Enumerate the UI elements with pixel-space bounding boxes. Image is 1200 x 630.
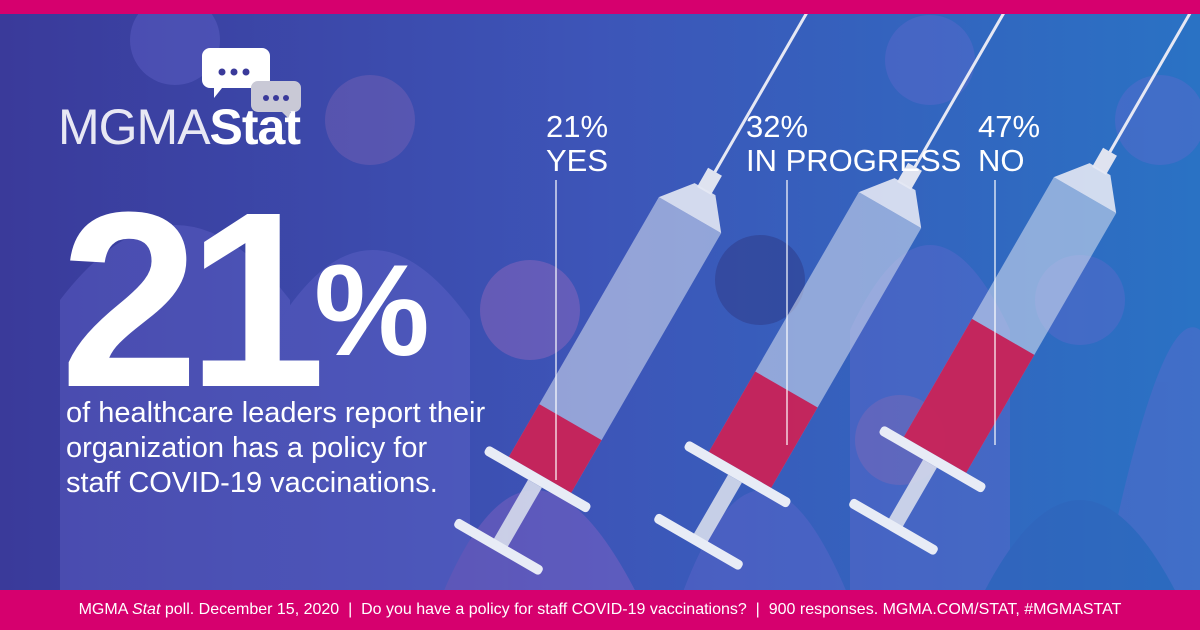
logo-text: MGMA [58, 99, 211, 155]
barrel-flange [879, 426, 986, 493]
category-label: NO [978, 143, 1025, 178]
fill-bar [903, 318, 1035, 473]
plunger-rod [888, 459, 937, 529]
label-yes: 21% YES [546, 110, 608, 178]
footer-source: MGMA Stat poll. December 15, 2020 | Do y… [0, 590, 1200, 630]
plunger-head [654, 513, 743, 570]
plunger-rod [493, 479, 542, 549]
logo-text-stat: Stat [209, 99, 301, 155]
plunger-head [849, 498, 938, 555]
category-label: YES [546, 143, 609, 178]
top-accent-bar [0, 0, 1200, 14]
syringe-yes [454, 0, 832, 575]
headline-value: 21 [60, 160, 326, 439]
barrel-tip [658, 183, 722, 234]
barrel-tip [858, 178, 922, 229]
value-label: 32% [746, 109, 809, 144]
barrel-flange [484, 446, 591, 513]
chat-bubbles-icon [202, 48, 301, 120]
headline-unit: % [314, 237, 430, 383]
needle [1103, 0, 1200, 162]
headline-stat: 21% [60, 175, 430, 425]
value-label: 21% [546, 109, 609, 144]
barrel-tip [1053, 163, 1117, 214]
syringe-no [849, 0, 1200, 555]
needle-hub [1092, 147, 1117, 175]
plunger-rod [693, 474, 742, 544]
headline-description: of healthcare leaders report their organ… [66, 397, 486, 499]
fill-bar [508, 404, 602, 493]
label-in-progress: 32% IN PROGRESS [746, 110, 961, 178]
fill-bar [708, 371, 818, 488]
syringe-in-progress [654, 0, 1032, 570]
barrel-flange [684, 441, 791, 508]
category-label: IN PROGRESS [746, 143, 962, 178]
plunger-head [454, 518, 543, 575]
value-label: 47% [978, 109, 1041, 144]
logo: MGMAStat [58, 98, 301, 156]
needle-hub [697, 167, 722, 195]
needle-hub [897, 162, 922, 190]
label-no: 47% NO [978, 110, 1040, 178]
